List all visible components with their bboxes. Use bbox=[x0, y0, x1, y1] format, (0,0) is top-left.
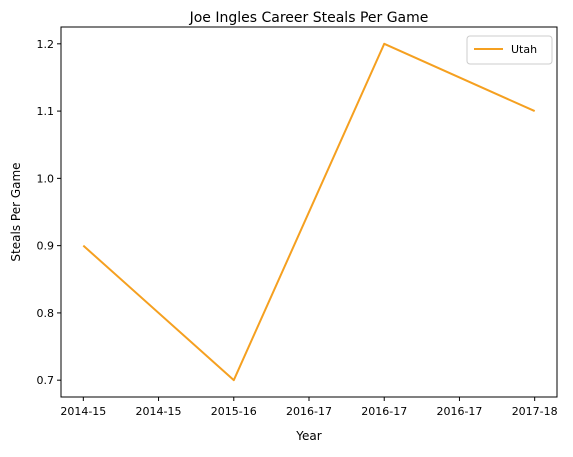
x-tick-label: 2016-17 bbox=[286, 405, 332, 418]
y-tick-label: 1.1 bbox=[37, 105, 55, 118]
x-tick-label: 2014-15 bbox=[136, 405, 182, 418]
x-tick-label: 2014-15 bbox=[60, 405, 106, 418]
x-tick-label: 2015-16 bbox=[211, 405, 257, 418]
chart-title: Joe Ingles Career Steals Per Game bbox=[189, 10, 429, 26]
y-tick-label: 0.8 bbox=[37, 307, 55, 320]
x-axis-label: Year bbox=[295, 429, 321, 443]
x-tick-label: 2017-18 bbox=[512, 405, 558, 418]
y-tick-label: 1.2 bbox=[37, 38, 55, 51]
legend-label-utah: Utah bbox=[511, 43, 537, 56]
legend: Utah bbox=[467, 36, 552, 64]
y-tick-label: 1.0 bbox=[37, 172, 55, 185]
y-axis-label: Steals Per Game bbox=[9, 162, 23, 261]
x-tick-label: 2016-17 bbox=[361, 405, 407, 418]
y-tick-label: 0.7 bbox=[37, 374, 55, 387]
x-tick-label: 2016-17 bbox=[436, 405, 482, 418]
y-tick-label: 0.9 bbox=[37, 240, 55, 253]
